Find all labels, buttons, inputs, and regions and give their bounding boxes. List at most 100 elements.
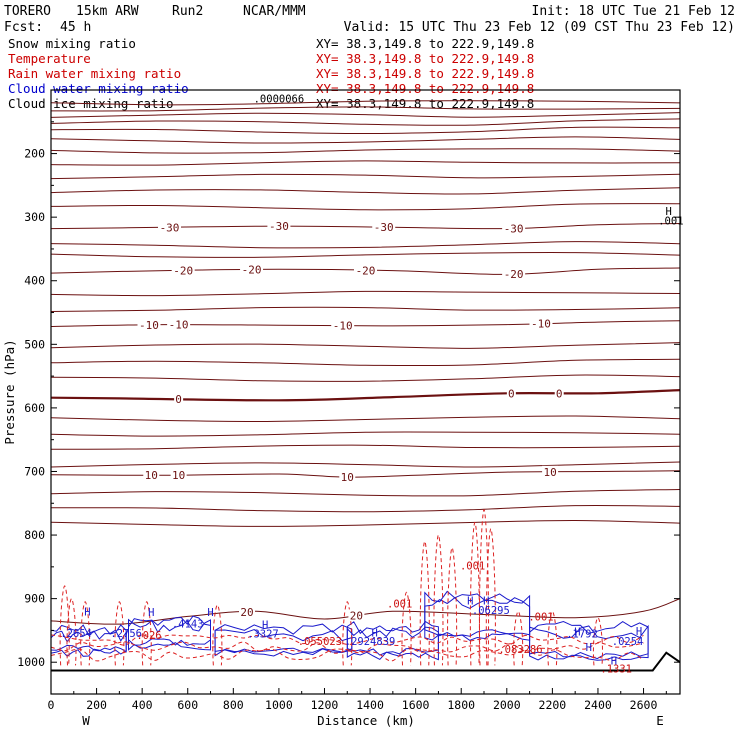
y-tick-label: 900 xyxy=(24,592,45,606)
rain-water-contour xyxy=(114,601,125,666)
minor-isotherm-line xyxy=(50,519,681,527)
x-tick-label: 2000 xyxy=(493,698,521,712)
isotherm-label: 10 xyxy=(172,469,185,482)
cloud-ice-label: H xyxy=(665,206,671,218)
y-tick-label: 700 xyxy=(24,464,45,478)
model-name: TORERO xyxy=(4,4,51,19)
x-tick-label: 2600 xyxy=(630,698,658,712)
terrain-surface xyxy=(51,651,681,672)
isotherm--20 xyxy=(50,267,681,275)
x-tick-label: 1800 xyxy=(447,698,475,712)
isotherm--10 xyxy=(50,320,681,327)
isotherm-10 xyxy=(50,470,681,478)
rain-water-label: .083286 xyxy=(498,644,542,656)
rain-water-contour xyxy=(401,591,412,666)
rain-water-contour xyxy=(485,528,496,666)
isotherm-label-bg xyxy=(529,317,553,329)
rain-water-label: .001 xyxy=(460,561,485,573)
isotherm-label: -30 xyxy=(269,220,289,233)
y-tick-label: 600 xyxy=(24,401,45,415)
fcst-value: 45 h xyxy=(60,20,91,35)
isotherm-label-bg xyxy=(554,387,564,399)
legend-cloudwater-name: Cloud water mixing ratio xyxy=(8,81,189,96)
isotherm-label-bg xyxy=(372,221,396,233)
minor-isotherm-line xyxy=(50,100,681,106)
rain-water-contour xyxy=(547,610,558,666)
isotherm-label-bg xyxy=(354,264,377,276)
h-marker: H xyxy=(574,627,580,639)
x-axis-title: Distance (km) xyxy=(317,713,415,728)
cloud-water-label: .2924839 xyxy=(345,636,396,648)
isotherm-label-bg xyxy=(267,220,291,232)
minor-isotherm-line xyxy=(50,126,681,135)
x-tick-label: 0 xyxy=(48,698,55,712)
minor-isotherm-line xyxy=(50,504,681,513)
minor-isotherm-line xyxy=(50,187,681,195)
minor-isotherm-line xyxy=(50,118,681,126)
isotherm-label: -30 xyxy=(504,222,524,235)
contour-labels: -30 -30 -30 -30 -20 -20 -20 -20 -10 -10 -10 -10 0 0 0 1… xyxy=(60,93,683,675)
isotherm-label: -20 xyxy=(504,268,524,281)
cloud-water-contour xyxy=(128,615,211,651)
isotherm-label-bg xyxy=(240,263,264,275)
x-tick-label: 1000 xyxy=(265,698,293,712)
rain-water-label: .1331 xyxy=(600,664,632,676)
legend-snow-name: Snow mixing ratio xyxy=(8,36,136,51)
y-tick-label: 800 xyxy=(24,528,45,542)
west-label: W xyxy=(82,713,90,728)
rain-water-contour xyxy=(469,521,480,666)
legend-cloudwater-xy: XY= 38.3,149.8 to 222.9,149.8 xyxy=(316,81,534,96)
cloud-and-rain-contours xyxy=(50,509,649,666)
rain-water-contour xyxy=(478,509,490,666)
isotherm-label-bg xyxy=(502,267,526,279)
cloud-water-contour xyxy=(529,620,649,661)
h-marker: H xyxy=(483,596,489,608)
minor-isotherm-line xyxy=(50,444,681,450)
isotherm-label-bg xyxy=(170,469,187,481)
isotherm-0 xyxy=(50,389,681,402)
cloud-ice-label: .0000066 xyxy=(254,93,305,105)
cloud-water-label: .0254 xyxy=(612,636,644,648)
minor-isotherm-line xyxy=(50,489,681,497)
isotherm-label: -30 xyxy=(374,221,394,234)
legend-rain-name: Rain water mixing ratio xyxy=(8,66,181,81)
cloud-water-label: .1792 xyxy=(566,629,598,641)
minor-isotherm-line xyxy=(50,112,681,118)
minor-isotherm-line xyxy=(50,415,681,423)
isotherm-label: -10 xyxy=(333,320,353,333)
y-tick-label: 1000 xyxy=(17,655,45,669)
cloud-ice-label: .001 xyxy=(658,215,683,227)
cloud-water-label: .06295 xyxy=(472,605,510,617)
rain-water-label: .001 xyxy=(387,599,412,611)
y-axis-title: Pressure (hPa) xyxy=(2,339,17,444)
terrain-line xyxy=(51,651,681,672)
h-marker: H xyxy=(262,620,268,632)
cloud-water-label: .3327 xyxy=(247,629,279,641)
minor-isotherm-line xyxy=(50,203,681,211)
isotherm-label-bg xyxy=(137,318,161,330)
isotherm-label-bg xyxy=(238,606,255,618)
axes: 0 200 400 600 800 1000 1200 1400 1600 1800 2000 220… xyxy=(17,121,680,712)
h-marker: H xyxy=(636,626,642,638)
isotherm-label-bg xyxy=(339,471,356,483)
x-tick-label: 2200 xyxy=(539,698,567,712)
resolution: 15km ARW xyxy=(76,4,139,19)
minor-isotherm-line xyxy=(50,173,681,180)
isotherm-label: 20 xyxy=(240,606,253,619)
isotherm-label-bg xyxy=(542,465,559,477)
isotherm-label: -10 xyxy=(169,319,189,332)
y-tick-label: 300 xyxy=(24,210,45,224)
h-marker: H xyxy=(586,642,592,654)
rain-water-label: .026 xyxy=(136,630,161,642)
minor-isotherm-line xyxy=(50,148,681,154)
y-tick-label: 400 xyxy=(24,274,45,288)
isotherm-label-bg xyxy=(167,318,191,330)
cloud-water-contour xyxy=(50,629,127,653)
x-tick-label: 1600 xyxy=(402,698,430,712)
h-marker: H xyxy=(467,596,473,608)
isotherm-label: -20 xyxy=(173,264,193,277)
legend-temp-xy: XY= 38.3,149.8 to 222.9,149.8 xyxy=(316,51,534,66)
h-marker: H xyxy=(84,606,90,618)
y-tick-label: 200 xyxy=(24,147,45,161)
rain-water-contour xyxy=(59,585,70,666)
